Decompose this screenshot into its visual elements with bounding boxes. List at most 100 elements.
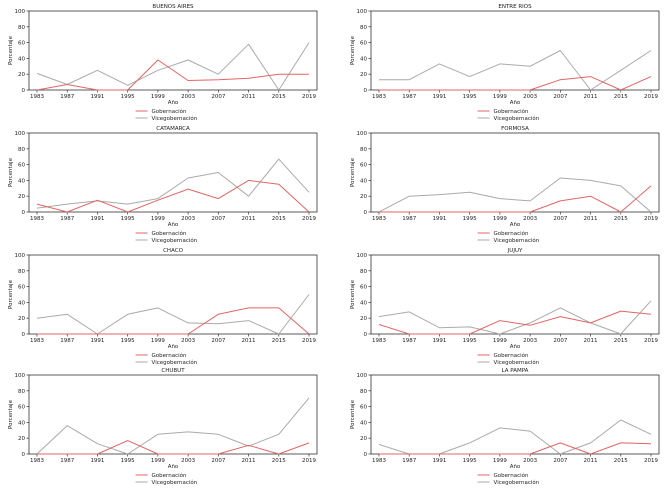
x-tick-label: 2011 xyxy=(584,458,598,464)
x-tick-label: 2019 xyxy=(302,216,316,222)
x-tick-label: 2011 xyxy=(242,94,256,100)
x-tick-label: 1995 xyxy=(121,338,135,344)
x-tick-label: 1983 xyxy=(30,338,44,344)
x-tick-label: 1983 xyxy=(372,216,386,222)
x-tick-label: 2015 xyxy=(614,458,628,464)
x-tick-label: 1991 xyxy=(90,94,104,100)
y-tick-label: 80 xyxy=(18,389,25,395)
x-tick-label: 2007 xyxy=(553,458,567,464)
x-tick-label: 2003 xyxy=(181,338,195,344)
y-axis-label: Porcentaje xyxy=(350,399,356,429)
x-tick-label: 2003 xyxy=(181,216,195,222)
chart-title: ENTRE RIOS xyxy=(498,4,532,10)
legend-label: Vicegobernación xyxy=(152,237,198,244)
y-tick-label: 0 xyxy=(364,88,368,94)
x-tick-label: 2019 xyxy=(302,338,316,344)
x-tick-label: 1991 xyxy=(90,338,104,344)
y-axis-label: Porcentaje xyxy=(350,279,356,309)
chart-buenos-aires: BUENOS AIRES 0 20 40 60 80 100 Porcentaje 1983 19… xyxy=(8,4,318,122)
y-tick-label: 60 xyxy=(18,405,25,411)
series-line-gobernacion xyxy=(379,76,652,91)
x-tick-label: 2011 xyxy=(242,458,256,464)
chart-title: FORMOSA xyxy=(501,126,529,132)
x-tick-label: 2011 xyxy=(242,338,256,344)
x-tick-label: 1991 xyxy=(432,338,446,344)
series-line-gobernacion xyxy=(37,440,310,455)
x-tick-label: 1999 xyxy=(493,458,507,464)
y-tick-label: 100 xyxy=(357,131,368,137)
x-tick-label: 2011 xyxy=(242,216,256,222)
y-tick-label: 40 xyxy=(18,178,25,184)
x-tick-label: 1999 xyxy=(151,338,165,344)
series-line-vicegobernacion xyxy=(378,300,652,335)
x-tick-label: 1983 xyxy=(30,216,44,222)
chart-chubut: CHUBUT 0 20 40 60 80 100 Porcentaje 1983 1987 1991… xyxy=(8,368,318,486)
x-tick-label: 1987 xyxy=(402,94,416,100)
y-axis-label: Porcentaje xyxy=(8,399,14,429)
x-axis-label: Año xyxy=(510,222,521,228)
x-axis-label: Año xyxy=(168,100,179,106)
series-line-vicegobernacion xyxy=(36,158,310,209)
y-tick-label: 0 xyxy=(364,210,368,216)
plot-frame xyxy=(28,132,318,213)
x-tick-label: 2015 xyxy=(272,338,286,344)
x-axis-label: Año xyxy=(168,344,179,350)
plot-frame xyxy=(28,10,318,91)
y-tick-label: 40 xyxy=(18,420,25,426)
x-tick-label: 1999 xyxy=(151,94,165,100)
y-tick-label: 20 xyxy=(360,194,367,200)
series-line-gobernacion xyxy=(36,59,309,91)
y-tick-label: 60 xyxy=(18,41,25,47)
y-tick-label: 80 xyxy=(18,147,25,153)
x-tick-label: 1987 xyxy=(60,216,74,222)
y-tick-label: 80 xyxy=(360,25,367,31)
x-tick-label: 2015 xyxy=(614,94,628,100)
legend-label: Vicegobernación xyxy=(494,479,540,486)
series-line-gobernacion xyxy=(37,307,310,335)
x-tick-label: 2015 xyxy=(614,338,628,344)
y-tick-label: 40 xyxy=(360,300,367,306)
x-tick-label: 2015 xyxy=(272,458,286,464)
x-tick-label: 2019 xyxy=(302,458,316,464)
legend-label: Gobernación xyxy=(152,472,187,479)
chart-title: LA PAMPA xyxy=(502,368,529,374)
y-tick-label: 80 xyxy=(360,269,367,275)
legend-label: Vicegobernación xyxy=(494,115,540,122)
y-tick-label: 20 xyxy=(360,316,367,322)
x-tick-label: 2007 xyxy=(553,94,567,100)
y-tick-label: 60 xyxy=(360,41,367,47)
plot-frame xyxy=(28,374,318,455)
x-tick-label: 1991 xyxy=(90,216,104,222)
y-tick-label: 80 xyxy=(360,147,367,153)
chart-title: JUJUY xyxy=(507,248,523,254)
series-line-vicegobernacion xyxy=(36,397,310,455)
legend-label: Gobernación xyxy=(494,472,529,479)
x-tick-label: 2007 xyxy=(211,458,225,464)
x-axis-label: Año xyxy=(510,100,521,106)
legend-label: Vicegobernación xyxy=(494,359,540,366)
chart-jujuy: JUJUY 0 20 40 60 80 100 Porcentaje 1983 1987 1991 1… xyxy=(350,248,660,366)
x-tick-label: 2003 xyxy=(523,94,537,100)
plot-frame xyxy=(370,10,660,91)
chart-la-pampa: LA PAMPA 0 20 40 60 80 100 Porcentaje 1983 1987 19… xyxy=(350,368,660,486)
x-tick-label: 1991 xyxy=(432,216,446,222)
x-tick-label: 2003 xyxy=(523,216,537,222)
series-line-gobernacion xyxy=(379,442,652,455)
y-tick-label: 20 xyxy=(18,316,25,322)
chart-catamarca: CATAMARCA 0 20 40 60 80 100 Porcentaje 1983 1987 1… xyxy=(8,126,318,244)
x-tick-label: 1991 xyxy=(90,458,104,464)
x-tick-label: 1987 xyxy=(60,338,74,344)
y-tick-label: 20 xyxy=(18,436,25,442)
x-tick-label: 2007 xyxy=(211,338,225,344)
y-tick-label: 40 xyxy=(18,300,25,306)
y-tick-label: 80 xyxy=(18,269,25,275)
y-axis-label: Porcentaje xyxy=(8,279,14,309)
plot-frame xyxy=(370,374,660,455)
x-tick-label: 1995 xyxy=(463,338,477,344)
x-tick-label: 1983 xyxy=(372,338,386,344)
y-tick-label: 60 xyxy=(360,163,367,169)
x-tick-label: 1991 xyxy=(432,94,446,100)
x-tick-label: 2007 xyxy=(211,216,225,222)
y-tick-label: 40 xyxy=(360,56,367,62)
